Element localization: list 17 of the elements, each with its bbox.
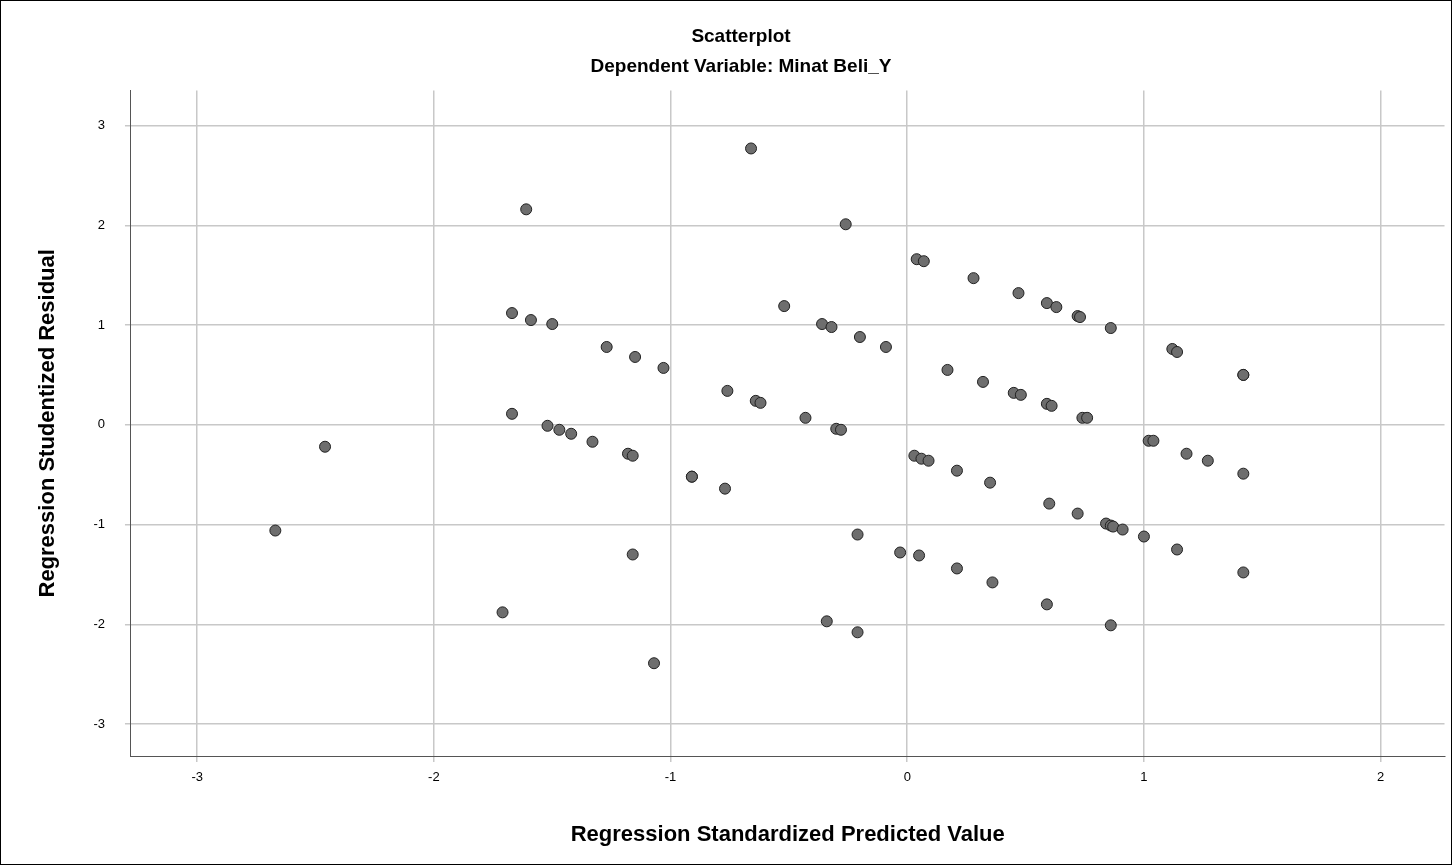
x-tick-label: -2 <box>428 769 440 785</box>
y-tick-label: -3 <box>93 715 105 731</box>
y-tick-label: 0 <box>97 416 105 432</box>
y-axis-title: Regression Studentized Residual <box>34 249 60 598</box>
chart-subtitle: Dependent Variable: Minat Beli_Y <box>590 55 892 77</box>
x-tick-label: 1 <box>1140 769 1148 785</box>
y-tick-label: -1 <box>93 516 105 532</box>
y-tick-label: 1 <box>97 316 105 332</box>
x-tick-label: -1 <box>664 769 677 785</box>
y-tick-label: 2 <box>97 216 105 232</box>
x-tick-label: 0 <box>903 769 911 785</box>
chart-title: Scatterplot <box>691 24 792 46</box>
y-tick-label: 3 <box>97 117 105 133</box>
x-tick-label: -3 <box>191 769 204 785</box>
y-tick-label: -2 <box>93 615 105 631</box>
x-tick-label: 2 <box>1376 769 1385 785</box>
x-axis-title: Regression Standardized Predicted Value <box>570 820 1005 846</box>
